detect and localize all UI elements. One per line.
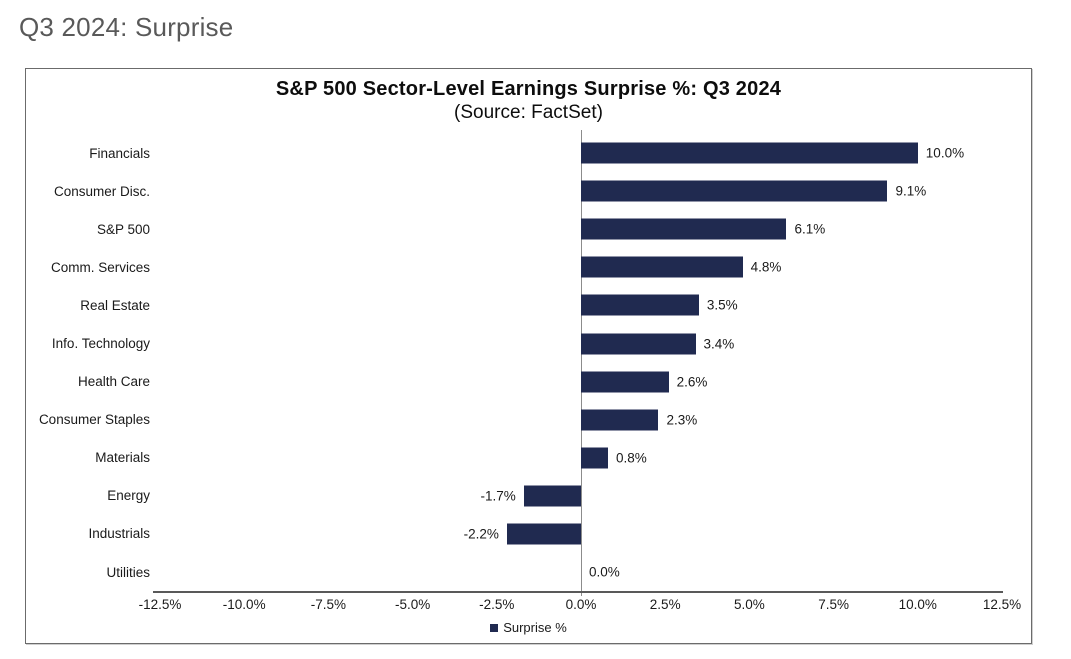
chart-row: Comm. Services 4.8%	[26, 248, 1002, 286]
category-label: Energy	[107, 488, 150, 504]
category-label: Industrials	[88, 526, 150, 542]
bar	[581, 333, 696, 355]
chart-title: S&P 500 Sector-Level Earnings Surprise %…	[275, 78, 782, 100]
page-title: Q3 2024: Surprise	[19, 12, 234, 42]
bar	[581, 294, 699, 316]
bar	[523, 485, 581, 507]
category-label: Utilities	[106, 564, 150, 580]
value-label: 3.4%	[703, 336, 735, 352]
category-label: Real Estate	[80, 297, 150, 313]
chart-row: Materials 0.8%	[26, 439, 1002, 477]
value-label: 4.8%	[750, 259, 782, 275]
bar-track: 9.1%	[160, 172, 1002, 210]
value-label: 3.5%	[706, 297, 738, 313]
bar-track: 3.5%	[160, 286, 1002, 324]
category-label: Health Care	[77, 374, 150, 390]
bar	[581, 409, 659, 431]
x-tick-label: 10.0%	[898, 597, 937, 612]
x-tick-label: -12.5%	[138, 597, 182, 612]
bar	[581, 447, 608, 469]
bar-track: 0.8%	[160, 439, 1002, 477]
chart-row: S&P 500 6.1%	[26, 210, 1002, 248]
bar-track: 6.1%	[160, 210, 1002, 248]
bar	[581, 256, 743, 278]
bar	[506, 523, 581, 545]
bar-track: 2.6%	[160, 363, 1002, 401]
value-label: 10.0%	[925, 145, 965, 161]
x-tick-label: -2.5%	[479, 597, 515, 612]
chart-row: Info. Technology 3.4%	[26, 324, 1002, 362]
value-label: 9.1%	[895, 183, 927, 199]
chart-container: S&P 500 Sector-Level Earnings Surprise %…	[25, 68, 1032, 644]
value-label: -1.7%	[480, 488, 516, 504]
x-tick-label: 2.5%	[649, 597, 681, 612]
legend-label: Surprise %	[503, 620, 567, 635]
legend: Surprise %	[26, 620, 1031, 635]
x-tick-label: 7.5%	[818, 597, 849, 612]
bar-track: -2.2%	[160, 515, 1002, 553]
x-axis-ticks: -12.5% -10.0% -7.5% -5.0% -2.5% 0.0% 2.5% 5.0% 7…	[139, 597, 1022, 613]
bar-track: 2.3%	[160, 401, 1002, 439]
category-label: Info. Technology	[51, 336, 150, 352]
chart-row: Utilities 0.0%	[26, 553, 1002, 591]
chart-row: Consumer Staples 2.3%	[26, 401, 1002, 439]
x-tick-label: -10.0%	[222, 597, 266, 612]
x-tick-label: -7.5%	[310, 597, 347, 612]
bar-track: 0.0%	[160, 553, 1002, 591]
category-label: Consumer Disc.	[53, 183, 150, 199]
value-label: 2.6%	[676, 374, 708, 390]
legend-swatch-icon	[490, 623, 499, 632]
x-tick-label: 5.0%	[734, 597, 765, 612]
value-label: 6.1%	[794, 221, 826, 237]
chart-row: Real Estate 3.5%	[26, 286, 1002, 324]
zero-axis-line	[581, 130, 582, 596]
category-label: Consumer Staples	[38, 412, 150, 428]
chart-row: Financials 10.0%	[26, 134, 1002, 172]
value-label: 2.3%	[666, 412, 698, 428]
chart-subtitle: (Source: FactSet)	[454, 102, 603, 123]
bar-track: -1.7%	[160, 477, 1002, 515]
category-label: Financials	[89, 145, 150, 161]
x-tick-label: 0.0%	[565, 597, 597, 612]
value-label: 0.8%	[615, 450, 647, 466]
bar-track: 3.4%	[160, 324, 1002, 362]
category-label: S&P 500	[96, 221, 150, 237]
chart-row: Health Care 2.6%	[26, 363, 1002, 401]
chart-row: Consumer Disc. 9.1%	[26, 172, 1002, 210]
value-label: 0.0%	[589, 564, 620, 580]
category-label: Comm. Services	[50, 259, 150, 275]
value-label: -2.2%	[463, 526, 499, 542]
chart-row: Industrials -2.2%	[26, 515, 1002, 553]
x-tick-label: -5.0%	[394, 597, 431, 612]
category-label: Materials	[95, 450, 150, 466]
bar	[581, 371, 669, 393]
bar-track: 4.8%	[160, 248, 1002, 286]
plot-rows: Financials 10.0% Consumer Disc. 9.1% S&P 500…	[26, 134, 1002, 591]
chart-row: Energy -1.7%	[26, 477, 1002, 515]
bar-track: 10.0%	[160, 134, 1002, 172]
bar	[581, 142, 918, 164]
x-axis-line	[153, 591, 1003, 593]
bar	[581, 180, 888, 202]
x-tick-label: 12.5%	[982, 597, 1022, 612]
bar	[581, 218, 787, 240]
